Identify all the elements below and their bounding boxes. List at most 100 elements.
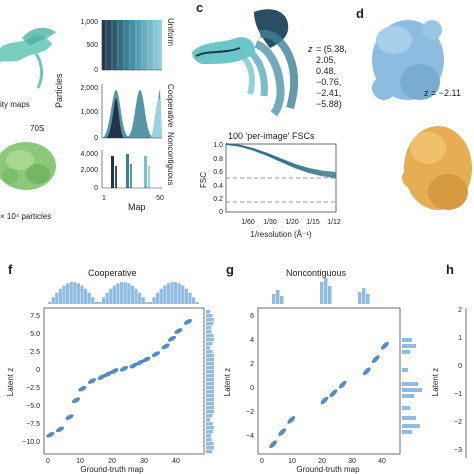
f-ytick-4: −2.5 xyxy=(26,385,40,392)
b-nonc-tick-2: 0 xyxy=(94,185,98,192)
fsc-xtick-3: 1/15 xyxy=(306,219,320,226)
g-xtick-1: 10 xyxy=(288,458,296,465)
f-top-bar xyxy=(94,302,98,304)
b-row-noncontiguous: Noncontiguous xyxy=(166,132,175,186)
b-coop-tick-0: 2,000 xyxy=(80,85,98,92)
f-scatter-points xyxy=(46,318,193,438)
g-ytick-0: 6 xyxy=(250,313,254,320)
f-top-bar xyxy=(120,282,124,304)
f-side-bar xyxy=(206,398,214,402)
f-side-bar xyxy=(206,334,214,338)
g-point xyxy=(381,341,389,350)
fsc-ytick-1: 0.8 xyxy=(213,156,223,163)
g-side-bar xyxy=(402,430,412,434)
f-top-bar xyxy=(170,282,174,304)
f-top-bar xyxy=(76,283,80,304)
fsc-plot: 1.0 0.8 0.6 0.4 0.2 0 1/60 1/30 1/20 1/1… xyxy=(199,142,341,239)
f-top-bar xyxy=(69,282,73,304)
b-nonc-tick-1: 2,000 xyxy=(80,167,98,174)
g-scatter-points xyxy=(269,341,389,449)
g-point xyxy=(320,396,329,405)
g-side-bar xyxy=(402,338,412,342)
f-side-bar xyxy=(206,402,214,406)
fsc-ytick-5: 0 xyxy=(219,209,223,216)
fsc-ytick-4: 0.2 xyxy=(213,196,223,203)
g-top-bar xyxy=(320,282,324,304)
fsc-curves xyxy=(225,143,337,179)
f-top-bar xyxy=(87,292,91,304)
panel-b-histograms: 1,000 500 0 2,000 1,000 0 4,000 2,000 0 … xyxy=(80,19,164,202)
f-point xyxy=(78,385,87,392)
g-top-bar xyxy=(328,286,332,304)
panel-b-ylabel: Particles xyxy=(54,73,64,108)
f-side-bar xyxy=(206,342,213,346)
f-side-bar xyxy=(206,434,212,438)
g-point xyxy=(278,428,287,436)
g-side-bar xyxy=(402,424,420,428)
f-xtick-1: 10 xyxy=(76,458,84,465)
f-top-bar xyxy=(192,297,196,304)
f-point xyxy=(71,397,81,404)
fsc-ylabel: FSC xyxy=(199,172,208,188)
f-xtick-3: 30 xyxy=(140,458,148,465)
f-top-bar xyxy=(80,285,84,304)
f-point xyxy=(129,362,138,369)
f-ytick-0: 7.5 xyxy=(30,313,40,320)
h-ytick-5: −3 xyxy=(454,447,462,454)
g-ylabel: Latent z xyxy=(223,368,232,396)
f-xtick-0: 0 xyxy=(46,458,50,465)
f-xtick-2: 20 xyxy=(108,458,116,465)
f-top-bar xyxy=(109,288,113,304)
b-coop-tick-2: 0 xyxy=(94,135,98,142)
f-side-bar xyxy=(206,386,214,390)
g-ytick-2: 2 xyxy=(250,361,254,368)
panel-g-chart: 6 4 2 0 −2 −4 0 10 20 30 40 Latent z Gro… xyxy=(223,278,422,474)
f-point xyxy=(142,356,151,363)
f-xtick-4: 40 xyxy=(172,458,180,465)
f-top-bar xyxy=(127,283,131,304)
f-top-bar xyxy=(152,297,156,304)
b-x-tick-1: 50 xyxy=(156,195,164,202)
f-ytick-6: −7.5 xyxy=(26,421,40,428)
f-top-bar xyxy=(181,285,185,304)
g-side-bar xyxy=(402,394,414,398)
f-point xyxy=(65,414,74,420)
fsc-xtick-0: 1/60 xyxy=(241,219,255,226)
g-top-bar xyxy=(362,288,366,304)
h-ytick-3: −1 xyxy=(454,391,462,398)
b-uniform-tick-2: 0 xyxy=(94,67,98,74)
f-side-bar xyxy=(206,390,214,394)
f-top-bar xyxy=(159,288,163,304)
f-top-histogram xyxy=(48,282,199,304)
f-ylabel: Latent z xyxy=(6,368,15,396)
f-ytick-1: 5.0 xyxy=(30,331,40,338)
panel-d-z-text: z = −2.11 xyxy=(424,88,461,98)
f-top-bar xyxy=(112,285,116,304)
f-top-bar xyxy=(138,292,142,304)
f-point xyxy=(87,378,97,384)
g-side-bar xyxy=(402,350,410,354)
g-top-bar xyxy=(358,292,362,304)
f-top-bar xyxy=(141,297,145,304)
f-side-bar xyxy=(206,438,212,442)
panel-g-title: Noncontiguous xyxy=(286,268,347,278)
f-side-bar xyxy=(206,410,214,414)
f-side-bar xyxy=(206,418,211,422)
b-uniform-tick-1: 500 xyxy=(86,42,98,49)
f-side-bar xyxy=(206,354,214,358)
f-side-bar xyxy=(206,338,214,342)
f-side-bar xyxy=(206,450,213,454)
g-side-bar xyxy=(402,382,418,386)
b-coop-tick-1: 1,000 xyxy=(80,109,98,116)
panel-c-maps xyxy=(192,9,299,116)
f-side-bar xyxy=(206,422,213,426)
f-side-bar xyxy=(206,350,213,354)
f-side-bar xyxy=(206,382,214,386)
f-side-bar xyxy=(206,310,210,314)
f-top-bar xyxy=(195,302,199,304)
f-point xyxy=(97,374,106,381)
panel-a-70s-label: 70S xyxy=(30,124,45,133)
panel-d-map-blue xyxy=(372,20,444,100)
panel-f-title: Cooperative xyxy=(88,268,137,278)
g-top-bar xyxy=(366,294,370,304)
